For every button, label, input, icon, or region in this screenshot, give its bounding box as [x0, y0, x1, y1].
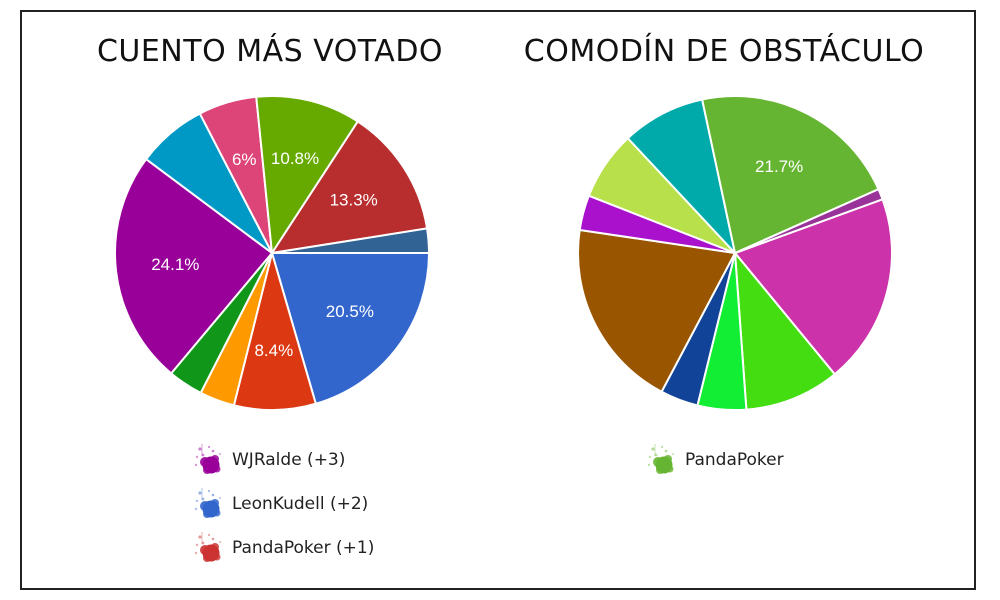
pie-slice [733, 198, 893, 376]
legend-obstacle-wildcard: PandaPoker [643, 438, 784, 482]
slice-data-label: 10.8% [271, 149, 319, 168]
slice-data-label: 13.3% [330, 191, 378, 210]
pie-chart-most-voted: 20.5% 8.4% 24.1% 6% 10.8% 13.3% [114, 95, 431, 411]
legend-label: LeonKudell (+2) [232, 494, 369, 514]
pie-slice [114, 157, 274, 375]
pie-slice [270, 252, 431, 406]
chart-title-obstacle-wildcard: COMODÍN DE OBSTÁCULO [523, 34, 925, 69]
slice-data-label: 8.4% [254, 341, 293, 360]
legend-item: WJRalde (+3) [190, 438, 374, 482]
legend-item: LeonKudell (+2) [190, 482, 374, 526]
legend-most-voted: WJRalde (+3) LeonKudell (+2) PandaPoker … [190, 438, 374, 570]
pie-slice [269, 120, 429, 255]
pie-slice [271, 227, 431, 254]
legend-label: PandaPoker [685, 450, 784, 470]
paint-splat-icon [194, 532, 221, 562]
pie-slice [734, 187, 884, 254]
legend-item: PandaPoker (+1) [190, 526, 374, 570]
slice-data-label: 21.7% [755, 157, 803, 176]
slice-data-label: 6% [232, 150, 257, 169]
pie-slice [733, 249, 837, 411]
legend-label: WJRalde (+3) [232, 450, 346, 470]
legend-label: PandaPoker (+1) [232, 538, 375, 558]
pie-chart-obstacle-wildcard: 21.7% [577, 95, 893, 411]
paint-splat-icon [194, 444, 221, 474]
pie-slice [255, 95, 360, 256]
pie-slice [700, 95, 880, 255]
paint-splat-icon [194, 488, 221, 518]
paint-splat-icon [647, 444, 674, 474]
pie-slice [577, 228, 737, 394]
legend-item: PandaPoker [643, 438, 784, 482]
slice-data-label: 20.5% [326, 302, 374, 321]
chart-title-most-voted: CUENTO MÁS VOTADO [96, 34, 444, 69]
pie-slice [626, 98, 737, 257]
slice-data-label: 24.1% [151, 255, 199, 274]
